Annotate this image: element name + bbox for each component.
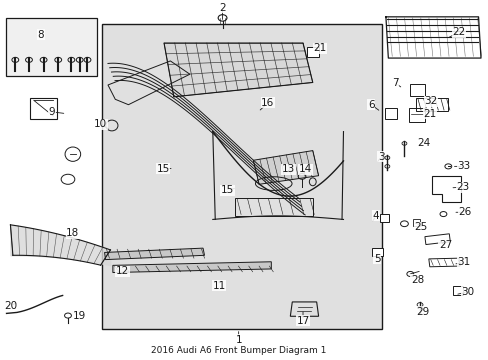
Text: 2016 Audi A6 Front Bumper Diagram 1: 2016 Audi A6 Front Bumper Diagram 1 bbox=[151, 346, 325, 355]
Text: 33: 33 bbox=[456, 161, 469, 171]
Text: 16: 16 bbox=[261, 98, 274, 108]
Text: 23: 23 bbox=[455, 182, 468, 192]
Text: 2: 2 bbox=[219, 3, 225, 13]
Text: 1: 1 bbox=[235, 334, 242, 345]
Text: 14: 14 bbox=[298, 164, 311, 174]
Polygon shape bbox=[163, 43, 312, 97]
Text: 27: 27 bbox=[438, 240, 451, 250]
Bar bbox=[371, 248, 382, 256]
Bar bbox=[306, 46, 318, 57]
Bar bbox=[452, 286, 462, 295]
Text: 9: 9 bbox=[48, 107, 55, 117]
Text: 11: 11 bbox=[212, 281, 225, 291]
Bar bbox=[379, 215, 388, 222]
Text: 25: 25 bbox=[413, 222, 427, 232]
Text: 32: 32 bbox=[423, 96, 436, 106]
Text: 3: 3 bbox=[377, 152, 384, 162]
Text: 8: 8 bbox=[37, 30, 44, 40]
Text: 21: 21 bbox=[422, 109, 435, 119]
Text: 28: 28 bbox=[410, 275, 424, 285]
Text: 7: 7 bbox=[391, 78, 398, 88]
Text: 6: 6 bbox=[367, 100, 374, 110]
Text: 24: 24 bbox=[416, 139, 430, 148]
Bar bbox=[412, 220, 419, 226]
Polygon shape bbox=[113, 262, 271, 273]
Text: 22: 22 bbox=[451, 27, 465, 37]
Polygon shape bbox=[253, 150, 318, 184]
Bar bbox=[408, 108, 424, 122]
Polygon shape bbox=[104, 248, 204, 260]
Text: 13: 13 bbox=[281, 164, 294, 174]
Text: 20: 20 bbox=[4, 301, 17, 311]
Text: 10: 10 bbox=[94, 120, 107, 129]
Text: 15: 15 bbox=[221, 185, 234, 195]
Bar bbox=[409, 84, 424, 96]
Text: 31: 31 bbox=[456, 257, 469, 267]
Text: 30: 30 bbox=[460, 287, 473, 297]
Text: 12: 12 bbox=[116, 266, 129, 276]
Text: 15: 15 bbox=[156, 163, 169, 174]
Bar bbox=[384, 108, 396, 119]
Text: 29: 29 bbox=[415, 307, 428, 317]
Bar bbox=[5, 18, 97, 76]
Text: 26: 26 bbox=[457, 207, 470, 217]
Text: 19: 19 bbox=[73, 311, 86, 320]
Text: 4: 4 bbox=[372, 211, 379, 221]
Text: 5: 5 bbox=[373, 254, 380, 264]
Text: 18: 18 bbox=[66, 228, 80, 238]
Text: 17: 17 bbox=[296, 316, 309, 325]
Text: 21: 21 bbox=[313, 44, 326, 53]
Bar bbox=[102, 24, 381, 329]
